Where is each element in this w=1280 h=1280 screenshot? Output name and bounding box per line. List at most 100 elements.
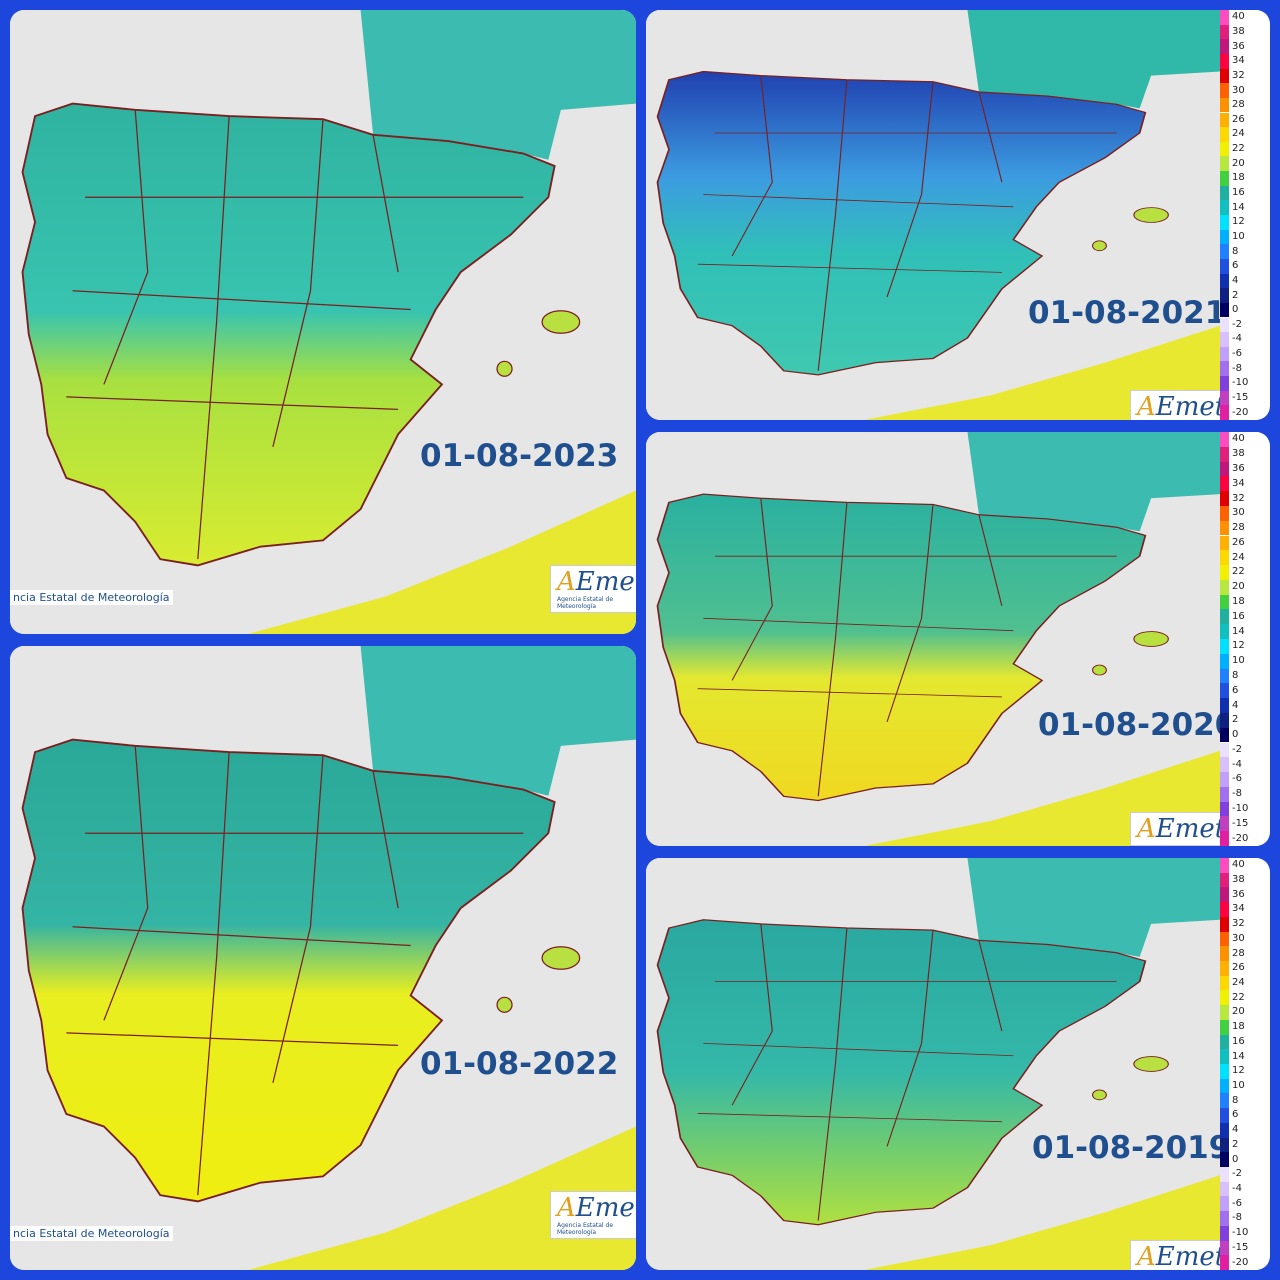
scale-row: 40 <box>1220 432 1268 447</box>
scale-row: 22 <box>1220 565 1268 580</box>
scale-label: -15 <box>1232 1241 1249 1253</box>
scale-row: 0 <box>1220 1152 1268 1167</box>
scale-label: 14 <box>1232 1050 1245 1062</box>
scale-row: -2 <box>1220 1167 1268 1182</box>
scale-row: 12 <box>1220 215 1268 230</box>
color-scale: 40 38 36 34 32 30 28 26 24 22 20 18 16 14 12 10 8 6 4 2 0 -2-… <box>1220 10 1268 420</box>
scale-swatch <box>1220 594 1229 610</box>
scale-row: 20 <box>1220 579 1268 595</box>
scale-label: -20 <box>1232 1256 1249 1268</box>
scale-label: -2 <box>1232 1168 1242 1180</box>
scale-swatch <box>1220 112 1229 128</box>
scale-swatch <box>1220 668 1229 684</box>
logo-text: AEmet <box>557 1193 636 1223</box>
scale-swatch <box>1220 244 1229 259</box>
scale-label: 40 <box>1232 859 1245 871</box>
scale-label: 8 <box>1232 245 1239 257</box>
scale-label: 36 <box>1232 40 1245 52</box>
scale-swatch <box>1220 39 1229 54</box>
temperature-map <box>646 432 1220 846</box>
scale-label: -8 <box>1232 1212 1242 1224</box>
scale-row: 12 <box>1220 1064 1268 1079</box>
ibiza <box>496 996 513 1013</box>
scale-swatch <box>1220 1093 1229 1109</box>
france <box>360 646 636 796</box>
scale-swatch <box>1220 961 1229 976</box>
scale-row: 24 <box>1220 975 1268 991</box>
iberia <box>656 493 1147 802</box>
scale-swatch <box>1220 446 1229 462</box>
mallorca <box>541 310 581 334</box>
scale-swatch <box>1220 990 1229 1006</box>
scale-label: 4 <box>1232 274 1239 286</box>
temperature-map <box>646 10 1220 420</box>
scale-swatch <box>1220 816 1229 832</box>
scale-swatch <box>1220 772 1229 787</box>
map-panel: 01-08-2021 AEmet 40 38 36 34 32 30 28 26 24 22 20 18 1… <box>646 10 1270 420</box>
logo-text: AEmet <box>557 567 636 597</box>
logo: AEmet <box>1130 390 1233 420</box>
scale-swatch <box>1220 1049 1229 1064</box>
scale-row: 16 <box>1220 1034 1268 1050</box>
scale-swatch <box>1220 742 1229 758</box>
scale-swatch <box>1220 97 1229 113</box>
scale-swatch <box>1220 185 1229 201</box>
scale-label: 38 <box>1232 874 1245 886</box>
date-label: 01-08-2019 <box>1032 1130 1231 1166</box>
scale-label: 0 <box>1232 1153 1239 1165</box>
scale-label: -2 <box>1232 743 1242 755</box>
scale-swatch <box>1220 712 1229 728</box>
scale-row: 32 <box>1220 68 1268 84</box>
date-label: 01-08-2023 <box>420 438 619 474</box>
scale-swatch <box>1220 757 1229 773</box>
scale-row: 40 <box>1220 10 1268 25</box>
scale-swatch <box>1220 68 1229 84</box>
logo: AEmet <box>1130 812 1233 846</box>
logo: AEmetAgencia Estatal de Meteorología <box>550 565 636 613</box>
scale-row: 4 <box>1220 273 1268 289</box>
scale-row: 26 <box>1220 961 1268 976</box>
scale-row: -4 <box>1220 757 1268 773</box>
scale-row: 0 <box>1220 727 1268 743</box>
scale-swatch <box>1220 1181 1229 1197</box>
logo-text: AEmet <box>1137 814 1226 844</box>
scale-swatch <box>1220 1064 1229 1079</box>
scale-row: 8 <box>1220 668 1268 684</box>
scale-label: 26 <box>1232 962 1245 974</box>
scale-label: -8 <box>1232 788 1242 800</box>
scale-label: 40 <box>1232 433 1245 445</box>
scale-row: 34 <box>1220 902 1268 917</box>
scale-row: 38 <box>1220 446 1268 462</box>
scale-row: 36 <box>1220 887 1268 903</box>
scale-swatch <box>1220 872 1229 888</box>
scale-row: -20 <box>1220 831 1268 846</box>
scale-swatch <box>1220 332 1229 347</box>
scale-row: 28 <box>1220 520 1268 536</box>
scale-label: 10 <box>1232 1080 1245 1092</box>
scale-row: 24 <box>1220 127 1268 142</box>
scale-swatch <box>1220 1225 1229 1241</box>
scale-row: 30 <box>1220 83 1268 98</box>
scale-swatch <box>1220 156 1229 172</box>
scale-label: 22 <box>1232 991 1245 1003</box>
scale-swatch <box>1220 1078 1229 1094</box>
scale-swatch <box>1220 975 1229 991</box>
temperature-map <box>10 10 636 634</box>
scale-label: 36 <box>1232 462 1245 474</box>
mallorca <box>1133 1056 1169 1072</box>
mallorca <box>541 946 581 970</box>
scale-swatch <box>1220 639 1229 654</box>
scale-row: -8 <box>1220 361 1268 377</box>
scale-row: 16 <box>1220 609 1268 625</box>
scale-label: 22 <box>1232 143 1245 155</box>
france <box>967 432 1220 532</box>
scale-label: 18 <box>1232 172 1245 184</box>
scale-row: -10 <box>1220 1225 1268 1241</box>
scale-row: 36 <box>1220 39 1268 54</box>
scale-row: -10 <box>1220 376 1268 391</box>
scale-label: -6 <box>1232 773 1242 785</box>
scale-row: 26 <box>1220 112 1268 128</box>
scale-swatch <box>1220 786 1229 802</box>
scale-row: -20 <box>1220 1255 1268 1270</box>
scale-label: 40 <box>1232 11 1245 23</box>
